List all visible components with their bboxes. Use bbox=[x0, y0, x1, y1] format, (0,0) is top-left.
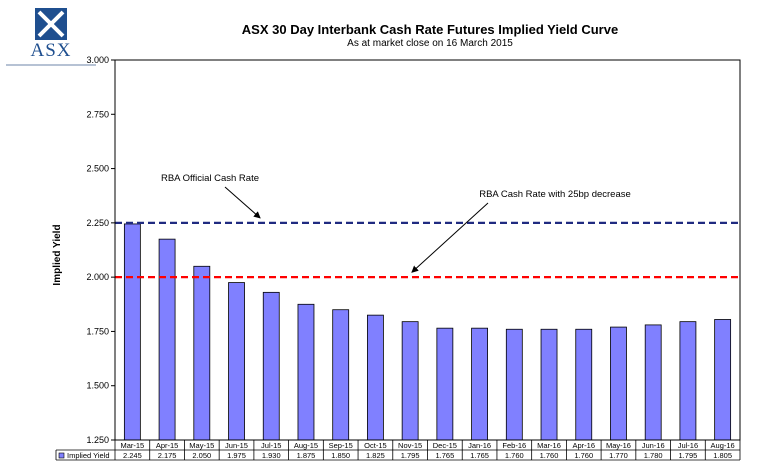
bars bbox=[123, 223, 732, 441]
bar bbox=[401, 321, 419, 441]
x-category-label: Nov-15 bbox=[398, 441, 422, 450]
bar bbox=[367, 314, 384, 441]
data-value-label: 1.850 bbox=[331, 451, 350, 460]
bar bbox=[644, 324, 662, 441]
y-axis-ticks: 1.250 1.500 1.750 2.000 2.250 2.500 2.750 3.000 bbox=[86, 55, 115, 445]
data-value-label: 2.175 bbox=[158, 451, 177, 460]
asx-logo-tagline bbox=[6, 64, 96, 66]
data-value-label: 2.245 bbox=[123, 451, 142, 460]
bar bbox=[679, 321, 697, 441]
data-value-label: 1.765 bbox=[435, 451, 454, 460]
data-value-label: 1.805 bbox=[713, 451, 732, 460]
x-category-label: Jun-15 bbox=[225, 441, 248, 450]
data-value-label: 1.765 bbox=[470, 451, 489, 460]
y-tick-label: 2.500 bbox=[86, 164, 109, 174]
x-category-label: Jan-16 bbox=[468, 441, 491, 450]
bar bbox=[471, 327, 488, 441]
bar bbox=[158, 238, 176, 441]
bar bbox=[297, 303, 315, 441]
y-axis-label: Implied Yield bbox=[52, 224, 63, 285]
bar bbox=[540, 328, 558, 441]
data-value-label: 1.760 bbox=[574, 451, 593, 460]
bar bbox=[575, 328, 593, 441]
data-table: Mar-152.245Apr-152.175May-152.050Jun-151… bbox=[55, 440, 741, 461]
bar bbox=[123, 223, 141, 441]
bar bbox=[228, 282, 245, 441]
chart-subtitle: As at market close on 16 March 2015 bbox=[347, 38, 513, 49]
data-value-label: 2.050 bbox=[192, 451, 211, 460]
bar bbox=[610, 326, 627, 441]
bar bbox=[436, 327, 454, 441]
bar bbox=[505, 328, 523, 441]
data-value-label: 1.930 bbox=[262, 451, 281, 460]
y-tick-label: 2.750 bbox=[86, 109, 109, 119]
x-category-label: Oct-15 bbox=[364, 441, 387, 450]
x-category-label: Jul-15 bbox=[261, 441, 281, 450]
annotation-decrease-rate: RBA Cash Rate with 25bp decrease bbox=[479, 189, 631, 200]
x-category-label: Aug-16 bbox=[711, 441, 735, 450]
x-category-label: Aug-15 bbox=[294, 441, 318, 450]
data-value-label: 1.760 bbox=[540, 451, 559, 460]
bar bbox=[332, 309, 350, 441]
annotation-arrow bbox=[224, 186, 261, 219]
bar bbox=[193, 265, 211, 441]
x-category-label: Apr-16 bbox=[572, 441, 595, 450]
data-value-label: 1.795 bbox=[679, 451, 698, 460]
data-value-label: 1.875 bbox=[297, 451, 316, 460]
y-tick-label: 2.250 bbox=[86, 218, 109, 228]
y-tick-label: 1.750 bbox=[86, 326, 109, 336]
annotations: RBA Official Cash Rate RBA Cash Rate with… bbox=[161, 173, 631, 273]
legend-series-label: Implied Yield bbox=[67, 451, 110, 460]
asx-logo-text: ASX bbox=[30, 40, 72, 61]
data-value-label: 1.825 bbox=[366, 451, 385, 460]
asx-logo-mark-icon bbox=[35, 8, 67, 40]
annotation-official-rate: RBA Official Cash Rate bbox=[161, 173, 259, 184]
x-category-label: May-15 bbox=[189, 441, 214, 450]
x-category-label: Jun-16 bbox=[642, 441, 665, 450]
data-value-label: 1.780 bbox=[644, 451, 663, 460]
data-value-label: 1.770 bbox=[609, 451, 628, 460]
bar bbox=[262, 291, 280, 441]
x-category-label: Jul-16 bbox=[678, 441, 698, 450]
x-category-label: Sep-15 bbox=[329, 441, 353, 450]
data-value-label: 1.760 bbox=[505, 451, 524, 460]
chart-title: ASX 30 Day Interbank Cash Rate Futures I… bbox=[241, 22, 619, 37]
data-value-label: 1.795 bbox=[401, 451, 420, 460]
x-category-label: Dec-15 bbox=[433, 441, 457, 450]
y-tick-label: 1.500 bbox=[86, 381, 109, 391]
y-tick-label: 3.000 bbox=[86, 55, 109, 65]
x-category-label: Feb-16 bbox=[502, 441, 526, 450]
x-category-label: Apr-15 bbox=[156, 441, 179, 450]
data-value-label: 1.975 bbox=[227, 451, 246, 460]
y-tick-label: 1.250 bbox=[86, 435, 109, 445]
x-category-label: May-16 bbox=[606, 441, 631, 450]
reference-lines bbox=[115, 221, 740, 279]
legend-swatch bbox=[58, 452, 65, 459]
x-category-label: Mar-16 bbox=[537, 441, 561, 450]
y-tick-label: 2.000 bbox=[86, 272, 109, 282]
annotation-arrow bbox=[411, 202, 489, 273]
x-category-label: Mar-15 bbox=[120, 441, 144, 450]
asx-logo: ASX bbox=[6, 4, 96, 70]
bar bbox=[714, 319, 732, 441]
